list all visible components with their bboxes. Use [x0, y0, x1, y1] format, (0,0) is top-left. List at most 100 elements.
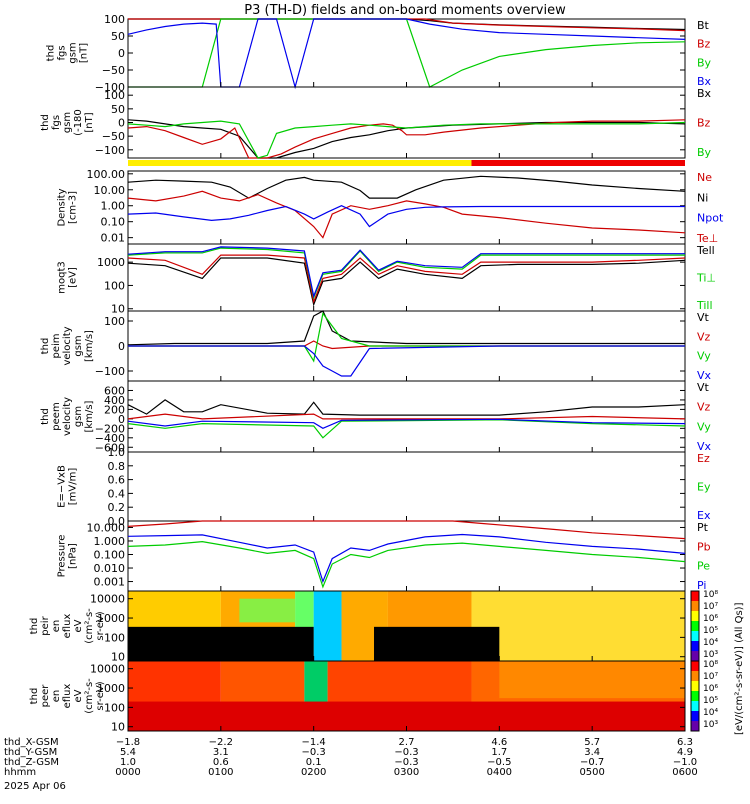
panel-9: 10000 1000 100 10 thd peir en eflux eV (cm²-s-sr-…: [29, 590, 686, 664]
y-axis-label: peir: [40, 615, 51, 635]
y-tick-label: 0.0: [108, 515, 126, 528]
series-line-Ne: [127, 190, 686, 239]
y-tick-label: 0: [118, 47, 125, 60]
colorbar-unit-label: [eV/(cm²-s-sr-eV)] (All Qs)]: [734, 602, 745, 735]
y-tick-label: 10: [111, 303, 125, 316]
colorbar-band: [691, 641, 699, 652]
spectrogram-band: [499, 661, 685, 699]
y-tick-label: 10.000: [87, 521, 126, 534]
legend-entry: Ey: [697, 481, 711, 494]
series-line-Pe: [127, 540, 686, 589]
y-axis-label: moqt3: [57, 261, 68, 294]
colorbar-tick-label: 10⁵: [703, 696, 718, 706]
legend-entry: Vt: [697, 311, 710, 324]
y-tick-label: 100: [104, 89, 125, 102]
y-tick-label: 1.00: [101, 200, 126, 213]
spectrogram-9: [128, 591, 685, 661]
legend-entry: Tell: [696, 244, 715, 257]
ephemeris-value: 0400: [487, 767, 512, 778]
colorbar-band: [691, 591, 699, 602]
y-tick-label: 400: [104, 394, 125, 407]
y-tick-label: 0.8: [108, 460, 126, 473]
y-tick-label: 100: [104, 279, 125, 292]
colorbar-band: [691, 651, 699, 662]
series-line-Te2: [127, 254, 686, 304]
series-line-Ti2: [127, 246, 685, 299]
y-axis-label: gsm: [73, 406, 84, 427]
y-axis-label: [km/s]: [84, 330, 95, 362]
y-axis-label: gsm: [73, 335, 84, 356]
spectrogram-10: [128, 661, 685, 731]
legend-entry: By: [697, 56, 712, 69]
ephemeris-row-label: thd_Y-GSM: [4, 747, 57, 758]
ephemeris-value: 0100: [208, 767, 233, 778]
status-bar-segment: [128, 160, 472, 166]
colorbar-band: [691, 631, 699, 642]
colorbar-band: [691, 621, 699, 632]
spectrogram-band: [313, 591, 342, 661]
colorbar-band: [691, 611, 699, 622]
colorbar-band: [691, 661, 699, 672]
ephemeris-row-label: thd_Z-GSM: [4, 757, 59, 768]
ephemeris-value: −2.2: [209, 737, 233, 748]
y-tick-label: 10000: [90, 593, 125, 606]
legend-entry: Npot: [697, 212, 724, 225]
legend-entry: Bz: [697, 117, 711, 130]
y-tick-label: 100.00: [87, 168, 126, 181]
y-axis-label: fgs: [57, 45, 68, 60]
status-bar-segment: [471, 160, 685, 166]
legend-entry: Vy: [697, 350, 711, 363]
colorbar-tick-label: 10⁴: [703, 638, 718, 648]
y-axis-label: sr-eV): [95, 681, 106, 710]
colorbar-band: [691, 711, 699, 722]
legend-entry: Ni: [697, 191, 708, 204]
y-axis-label: thd: [29, 618, 40, 635]
y-axis-label: Density: [57, 188, 68, 226]
y-tick-label: 0.010: [94, 562, 126, 575]
y-tick-label: 1000: [97, 256, 125, 269]
ephemeris-row-label: thd_X-GSM: [4, 737, 59, 748]
page-title: P3 (TH-D) fields and on-board moments ov…: [244, 3, 566, 18]
y-tick-label: 200: [104, 403, 125, 416]
y-axis-label: peem: [51, 402, 62, 430]
series-line-Te: [127, 257, 686, 307]
series-line-Vz: [127, 413, 686, 420]
ephemeris-value: 6.3: [677, 737, 693, 748]
legend-entry: Till: [696, 299, 713, 312]
y-tick-label: 0.2: [108, 501, 126, 514]
y-axis-label: (-180: [73, 109, 84, 136]
y-axis-label: [nPa]: [68, 543, 79, 569]
y-tick-label: 0: [118, 117, 125, 130]
legend-entry: Bt: [697, 19, 710, 32]
ephemeris-value: −0.5: [487, 757, 511, 768]
y-tick-label: 0.6: [108, 474, 126, 487]
colorbar-band: [691, 681, 699, 692]
legend-entry: Vy: [697, 420, 711, 433]
y-axis-label: fgs: [51, 115, 62, 130]
panel-1: 100 50 0 −50 −100 thd fgs gsm [nT] Bt Bz By Bx: [46, 13, 712, 94]
y-tick-label: 600: [104, 384, 125, 397]
legend-entry: Ne: [697, 171, 712, 184]
spectrogram-dark-region: [128, 626, 314, 661]
y-tick-label: 1.000: [94, 535, 126, 548]
y-tick-label: 0.01: [101, 232, 126, 245]
ephemeris-value: −0.3: [394, 747, 418, 758]
y-axis-label: peer: [40, 684, 51, 708]
y-tick-label: 10000: [90, 663, 125, 676]
spectrogram-band: [471, 591, 685, 661]
y-tick-label: −100: [95, 365, 125, 378]
y-axis-label: eflux: [62, 614, 73, 639]
legend-entry: Ti⊥: [696, 272, 716, 285]
y-axis-label: eflux: [62, 684, 73, 709]
ephemeris-value: 0300: [394, 767, 419, 778]
y-axis-label: [mV/m]: [68, 468, 79, 506]
ephemeris-value: 4.6: [491, 737, 507, 748]
legend-entry: Pb: [697, 540, 711, 553]
legend-entry: Pt: [697, 521, 709, 534]
series-line-Vt: [127, 399, 686, 416]
y-tick-label: −50: [102, 64, 125, 77]
y-axis-label: thd: [40, 338, 51, 355]
y-axis-label: [eV]: [68, 267, 79, 288]
y-tick-label: 0.100: [94, 548, 126, 561]
